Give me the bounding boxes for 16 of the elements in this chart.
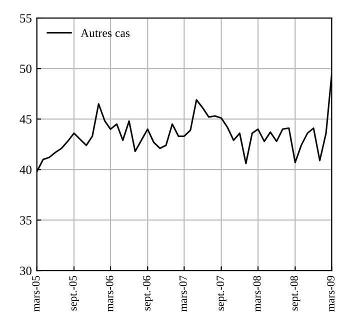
y-tick-label: 30 (20, 266, 32, 276)
x-tick-label: mars-05 (32, 276, 40, 312)
y-tick-label: 45 (20, 115, 32, 124)
y-tick-label: 55 (20, 14, 32, 22)
x-tick-label: sept.-08 (290, 276, 300, 310)
x-tick-label: sept.-06 (142, 276, 153, 310)
x-tick-label: mars-06 (106, 276, 114, 312)
x-tick-label: mars-09 (326, 276, 334, 312)
y-tick-label: 35 (20, 216, 32, 225)
x-tick-label: mars-07 (179, 276, 187, 312)
x-tick-label: sept.-07 (216, 276, 226, 310)
y-tick-label: 40 (20, 166, 32, 174)
x-tick-label: sept.-05 (69, 276, 80, 310)
y-tick-label: 50 (20, 64, 32, 74)
x-tick-label: mars-08 (253, 276, 261, 312)
legend-label: Autres cas (80, 29, 130, 38)
